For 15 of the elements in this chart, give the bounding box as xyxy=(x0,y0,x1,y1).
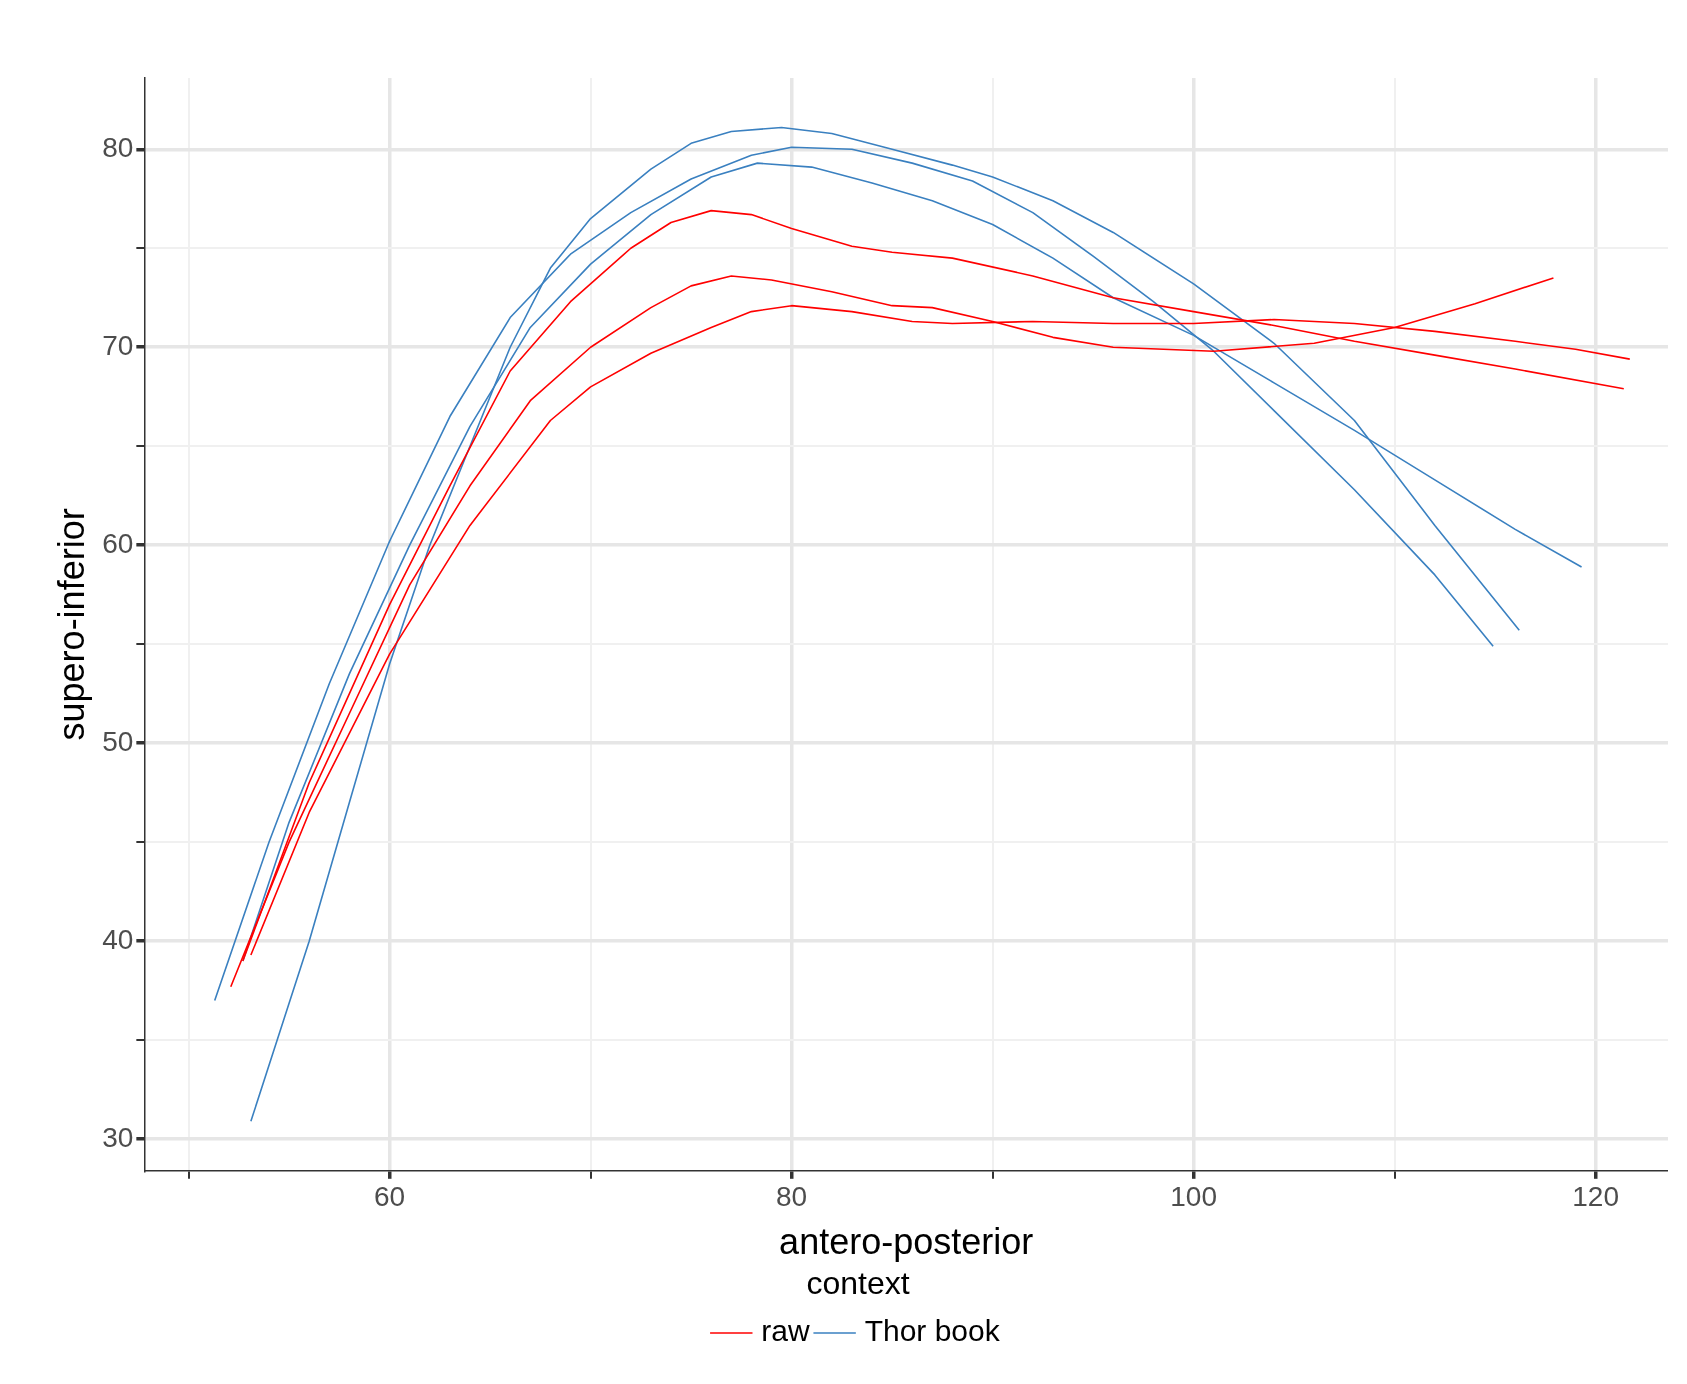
x-axis-title: antero-posterior xyxy=(779,1220,1034,1262)
x-tick-label: 100 xyxy=(1170,1181,1217,1213)
legend-title: context xyxy=(806,1265,910,1302)
y-tick-label: 80 xyxy=(102,131,134,163)
y-axis-title: supero-inferior xyxy=(50,508,92,741)
y-tick-label: 30 xyxy=(102,1121,134,1153)
legend-label: raw xyxy=(761,1314,810,1348)
legend-label: Thor book xyxy=(864,1314,1001,1348)
x-tick-label: 80 xyxy=(776,1181,808,1213)
x-tick-label: 60 xyxy=(374,1181,406,1213)
y-tick-label: 60 xyxy=(102,527,134,559)
y-tick-label: 70 xyxy=(102,329,134,361)
y-tick-label: 40 xyxy=(102,923,134,955)
x-tick-label: 120 xyxy=(1572,1181,1619,1213)
y-tick-label: 50 xyxy=(102,725,134,757)
